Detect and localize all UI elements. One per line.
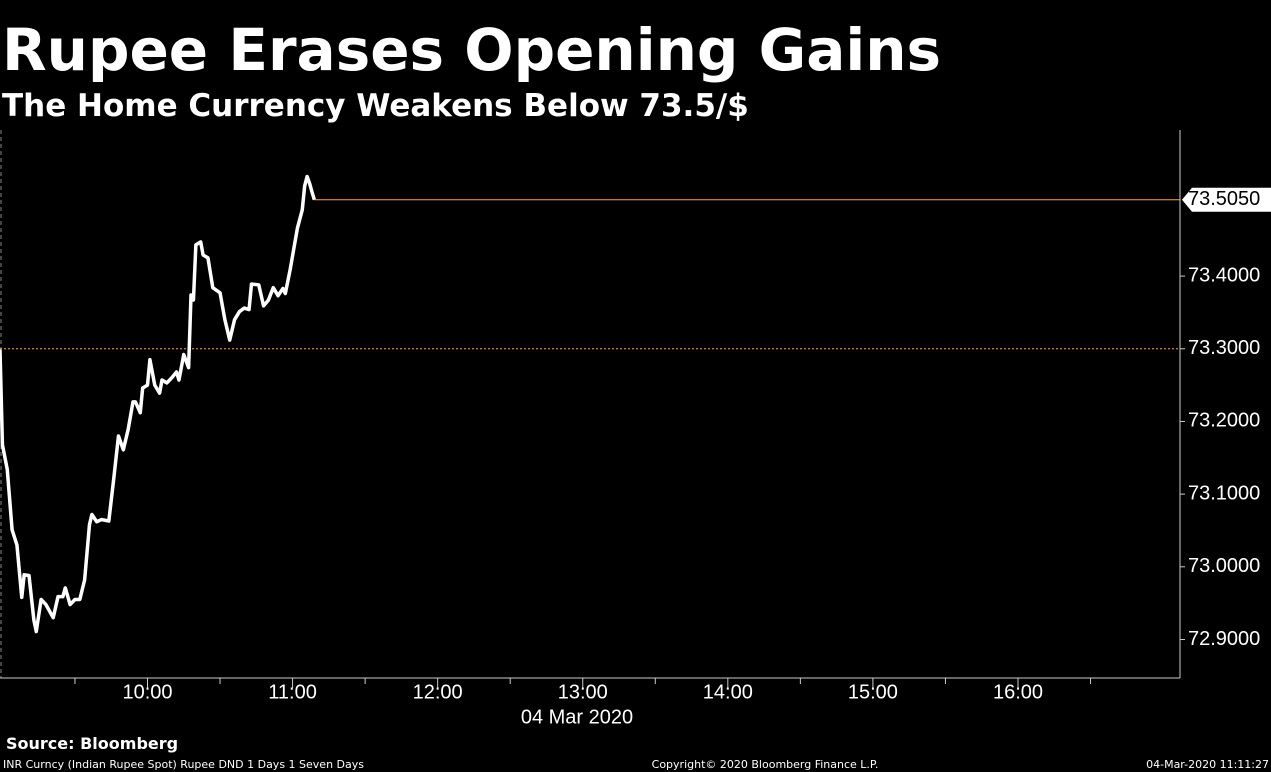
footer-left: INR Curncy (Indian Rupee Spot) Rupee DND… [3,758,364,771]
y-tick-label: 73.2000 [1188,410,1260,432]
footer-center: Copyright© 2020 Bloomberg Finance L.P. [652,758,879,771]
chart-title: Rupee Erases Opening Gains [2,16,941,84]
x-axis-label: 04 Mar 2020 [521,706,633,728]
x-tick-label: 13:00 [558,681,608,703]
footer-right: 04-Mar-2020 11:11:27 [1146,758,1269,771]
price-line [0,174,317,634]
y-tick-label: 72.9000 [1188,628,1260,650]
x-tick-label: 14:00 [703,681,753,703]
y-tick-label: 73.3000 [1188,337,1260,359]
last-price-tag [1182,187,1271,212]
y-tick-label: 73.0000 [1188,555,1260,577]
x-tick-label: 12:00 [413,681,463,703]
source: Source: Bloomberg [6,734,178,753]
y-tick-label: 73.1000 [1188,482,1260,504]
x-tick-label: 16:00 [993,681,1043,703]
x-tick-label: 10:00 [122,681,172,703]
last-price-label: 73.5050 [1188,188,1260,210]
chart-subtitle: The Home Currency Weakens Below 73.5/$ [2,88,749,124]
y-tick-label: 73.4000 [1188,264,1260,286]
x-tick-label: 15:00 [848,681,898,703]
x-tick-label: 11:00 [268,681,317,703]
